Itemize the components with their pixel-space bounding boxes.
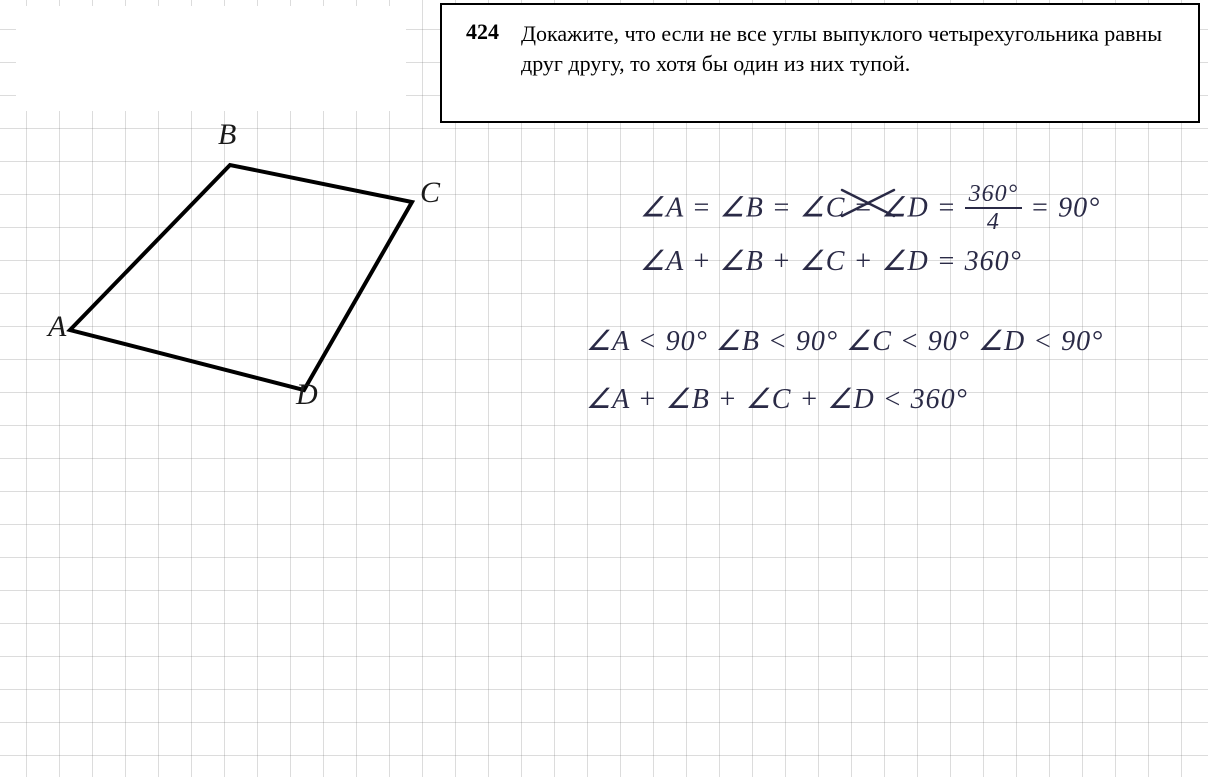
handwritten-line: ∠A < 90° ∠B < 90° ∠C < 90° ∠D < 90°: [586, 324, 1103, 358]
vertex-label-c: C: [420, 176, 440, 210]
vertex-label-d: D: [296, 378, 318, 412]
quadrilateral-polygon: [70, 165, 412, 390]
vertex-label-a: A: [48, 310, 66, 344]
handwritten-line: ∠A + ∠B + ∠C + ∠D = 360°: [640, 244, 1022, 278]
fraction: 360°4: [965, 182, 1023, 234]
vertex-label-b: B: [218, 118, 236, 152]
handwritten-line: ∠A + ∠B + ∠C + ∠D < 360°: [586, 382, 968, 416]
handwritten-line: ∠A = ∠B = ∠C = ∠D = 360°4 = 90°: [640, 184, 1100, 236]
